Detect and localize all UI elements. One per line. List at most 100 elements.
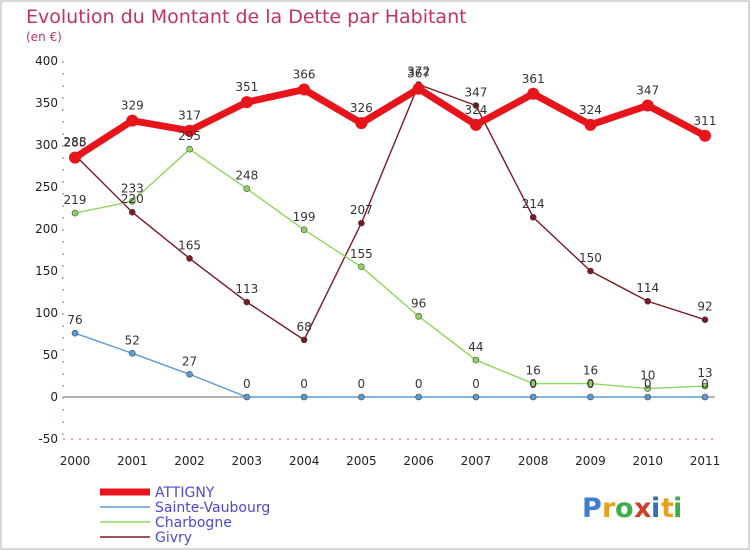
data-point <box>243 185 251 192</box>
data-label: 10 <box>640 369 655 383</box>
data-label: 92 <box>697 300 712 314</box>
data-point <box>472 356 480 364</box>
x-tick-label: 2000 <box>60 454 91 468</box>
data-point <box>699 129 711 142</box>
x-tick-label: 2004 <box>289 454 320 468</box>
data-label: 214 <box>522 197 545 211</box>
data-point <box>469 118 482 131</box>
data-label: 361 <box>522 72 545 86</box>
y-tick-label: 200 <box>35 222 58 236</box>
data-label: 13 <box>697 366 712 380</box>
data-point <box>240 96 253 109</box>
data-point <box>587 380 594 387</box>
data-label: 366 <box>293 68 316 82</box>
data-point <box>358 263 365 271</box>
data-label: 295 <box>178 129 201 143</box>
chart-title: Evolution du Montant de la Dette par Hab… <box>26 6 467 28</box>
data-labels: 288 220 165 113 68 207 372 347 214 150 114 92 219 233… <box>64 65 717 391</box>
data-label: 219 <box>64 193 87 207</box>
data-point <box>186 145 193 153</box>
logo-letter: r <box>602 493 616 524</box>
data-point <box>300 336 308 344</box>
data-label: 220 <box>121 192 144 206</box>
y-tick-label: 400 <box>35 54 58 68</box>
data-label: 150 <box>579 251 602 265</box>
data-label: 372 <box>407 65 430 79</box>
data-point <box>298 83 311 96</box>
data-label: 68 <box>296 320 311 334</box>
data-label: 96 <box>411 296 426 310</box>
data-point <box>701 316 709 324</box>
data-point <box>701 382 709 390</box>
series-attigny <box>69 82 711 164</box>
legend-label: Charbogne <box>155 515 232 531</box>
data-point <box>300 393 308 401</box>
y-tick-label: 0 <box>50 390 58 404</box>
logo-letter: i <box>673 493 682 524</box>
y-tick-label: 50 <box>43 348 58 362</box>
logo-letter: P <box>582 493 602 524</box>
data-label: 351 <box>235 80 258 94</box>
data-point <box>128 350 136 357</box>
data-point <box>527 87 540 100</box>
x-tick-label: 2005 <box>346 454 377 468</box>
data-point <box>472 393 480 401</box>
data-label: 52 <box>125 333 140 347</box>
chart-subtitle: (en €) <box>26 30 62 44</box>
data-label: 347 <box>636 84 659 98</box>
y-tick-label: 150 <box>35 264 58 278</box>
data-point <box>644 385 652 392</box>
series-line <box>74 148 706 390</box>
data-point <box>415 393 422 401</box>
data-label: 114 <box>636 281 659 295</box>
data-label: 113 <box>235 282 258 296</box>
data-point <box>529 393 537 401</box>
data-label: 0 <box>587 377 595 391</box>
data-label: 16 <box>583 364 598 378</box>
data-point <box>71 209 79 217</box>
data-label: 199 <box>293 210 316 224</box>
series-layer <box>69 81 711 401</box>
series-line <box>73 85 707 161</box>
data-label: 0 <box>300 377 308 391</box>
y-tick-label: -50 <box>38 432 58 446</box>
data-label: 347 <box>464 86 487 100</box>
y-tick-label: 250 <box>35 180 58 194</box>
data-label: 367 <box>407 67 430 81</box>
data-point <box>701 393 709 401</box>
data-point <box>644 297 652 305</box>
data-point <box>126 114 139 127</box>
data-label: 311 <box>694 114 717 128</box>
x-tick-label: 2011 <box>690 454 721 468</box>
data-point <box>472 102 480 109</box>
series-sainte-vaubourg <box>71 329 709 401</box>
data-point <box>71 329 79 337</box>
y-tick-label: 100 <box>35 306 58 320</box>
data-label: 317 <box>178 109 201 123</box>
data-label: 233 <box>121 181 144 195</box>
y-tick-label: 350 <box>35 96 58 110</box>
data-label: 324 <box>579 103 602 117</box>
data-label: 285 <box>64 136 87 150</box>
x-tick-label: 2002 <box>174 454 205 468</box>
data-point <box>641 99 654 112</box>
data-label: 288 <box>64 135 87 149</box>
data-label: 165 <box>178 238 201 252</box>
data-point <box>415 313 422 320</box>
series-line <box>74 83 706 341</box>
legend-label: Givry <box>155 530 192 546</box>
data-point <box>243 298 251 306</box>
data-label: 0 <box>472 377 480 391</box>
data-label: 248 <box>235 169 258 183</box>
data-label: 329 <box>121 99 144 113</box>
data-point <box>584 118 597 131</box>
x-tick-label: 2001 <box>117 454 148 468</box>
logo-letter: i <box>651 493 660 524</box>
x-tick-label: 2010 <box>632 454 663 468</box>
data-point <box>128 208 136 216</box>
data-label: 155 <box>350 247 373 261</box>
